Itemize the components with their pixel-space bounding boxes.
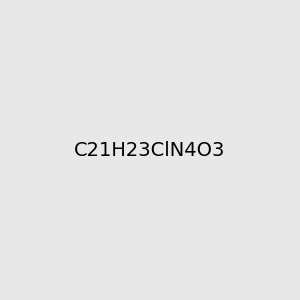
- Text: C21H23ClN4O3: C21H23ClN4O3: [74, 140, 226, 160]
